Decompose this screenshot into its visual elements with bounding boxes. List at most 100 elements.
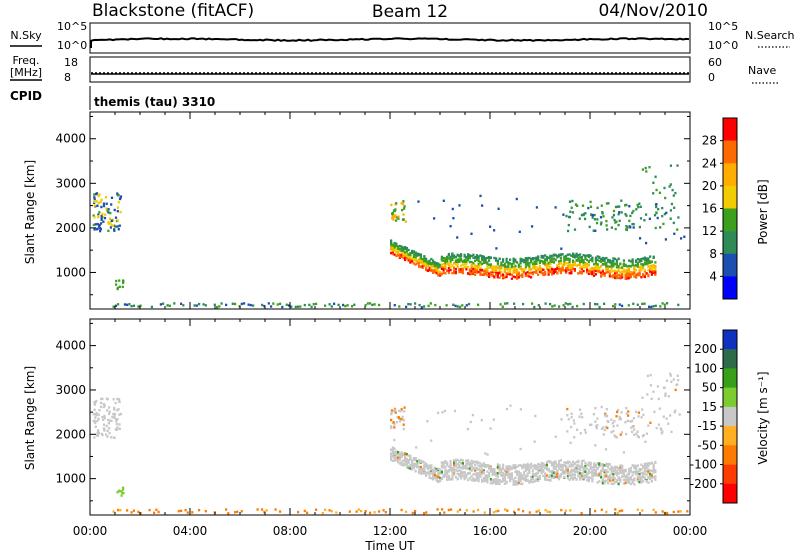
v-late-cell <box>617 408 620 412</box>
p-main-cell <box>432 265 435 268</box>
p-main-cell <box>398 244 401 248</box>
v-main-cell <box>505 480 508 483</box>
v-main-cell <box>493 473 496 476</box>
colorbar-swatch <box>723 406 737 427</box>
v-noon-cell <box>402 427 405 431</box>
v-noon-cell <box>390 418 393 422</box>
p-main-cell <box>649 255 652 258</box>
v-noon-cell <box>393 423 396 426</box>
p-main-cell <box>577 258 580 261</box>
v-main-cell <box>458 472 461 476</box>
p-band-cell <box>369 302 372 305</box>
v-main-cell <box>552 465 555 468</box>
v-early-cell <box>113 408 116 411</box>
v-main-cell <box>395 458 398 461</box>
p-main-cell <box>423 255 426 258</box>
v-main-cell <box>489 470 492 473</box>
v-main-cell <box>421 470 424 473</box>
v-main-cell <box>479 462 482 465</box>
p-main-cell <box>390 243 393 246</box>
freq-tick-low: 8 <box>64 71 71 84</box>
v-main-cell <box>395 456 398 459</box>
p-main-cell <box>446 258 449 262</box>
v-band-cell <box>456 510 459 513</box>
v-late-cell <box>583 428 586 432</box>
p-main-cell <box>570 272 573 275</box>
v-main-cell <box>652 463 655 466</box>
v-early-cell <box>105 397 108 400</box>
v-main-cell <box>533 479 536 483</box>
p-main-cell <box>412 258 415 261</box>
p-sparse-cell <box>591 214 594 217</box>
v-main-cell <box>601 479 604 482</box>
v-main-cell <box>605 471 608 474</box>
v-main-cell <box>544 477 547 480</box>
p-main-cell <box>405 250 408 253</box>
p-main-cell <box>645 272 648 275</box>
v-main-cell <box>631 474 634 477</box>
v-main-cell <box>447 469 450 472</box>
v-main-cell <box>475 466 478 470</box>
p-main-cell <box>470 260 473 264</box>
p-band-cell <box>366 302 369 305</box>
v-sparse-cell <box>469 420 472 424</box>
v-main-cell <box>516 483 519 486</box>
p-main-cell <box>605 268 608 272</box>
v-main-cell <box>496 465 499 469</box>
v-main-cell <box>570 476 573 480</box>
p-main-cell <box>484 268 487 271</box>
p-sparse-cell <box>433 217 436 220</box>
p-band-cell <box>393 304 396 307</box>
v-band-cell <box>306 511 309 514</box>
v-main-cell <box>493 481 496 484</box>
v-main-cell <box>549 460 552 463</box>
v-late-cell <box>572 419 575 422</box>
p-main-cell <box>468 260 471 264</box>
p-late-cell <box>677 216 680 219</box>
v-main-cell <box>447 475 450 478</box>
noise-ytick-low-left: 10^0 <box>57 39 87 52</box>
v-main-cell <box>524 467 527 470</box>
p-band-cell <box>582 302 585 306</box>
p-main-cell <box>570 263 573 267</box>
v-band-cell <box>564 509 567 512</box>
v-main-cell <box>428 470 431 474</box>
v-main-cell <box>461 465 464 468</box>
v-main-cell <box>440 464 443 467</box>
p-main-cell <box>526 257 529 260</box>
colorbar-tick-label: 4 <box>709 269 717 283</box>
p-main-cell <box>533 266 536 269</box>
v-main-cell <box>475 478 478 481</box>
v-main-cell <box>433 476 436 480</box>
v-early-cell <box>100 397 103 401</box>
v-sparse-cell <box>393 438 396 442</box>
v-main-cell <box>505 469 508 472</box>
v-main-cell <box>442 473 445 477</box>
p-main-cell <box>435 271 438 275</box>
p-main-cell <box>610 263 613 267</box>
p-main-cell <box>498 271 501 274</box>
v-early-cell <box>95 414 98 417</box>
p-noon-cell <box>403 207 406 210</box>
v-sparse-cell <box>519 408 522 411</box>
p-main-cell <box>503 267 506 271</box>
v-late-cell <box>576 428 579 431</box>
v-main-cell <box>461 459 464 462</box>
p-main-cell <box>453 269 456 273</box>
v-late-cell <box>595 425 598 428</box>
v-main-cell <box>531 475 534 479</box>
v-early-cell <box>116 426 119 429</box>
p-noon-cell <box>395 219 398 222</box>
p-main-cell <box>397 245 400 248</box>
p-main-cell <box>391 243 394 246</box>
v-late-cell <box>615 415 618 418</box>
p-band-cell <box>677 303 680 307</box>
p-main-cell <box>535 258 538 261</box>
v-main-cell <box>643 477 646 481</box>
v-band-cell <box>436 508 439 511</box>
date-label: 04/Nov/2010 <box>598 1 708 21</box>
v-main-cell <box>535 477 538 481</box>
v-band-cell <box>297 510 300 514</box>
p-main-cell <box>610 265 613 268</box>
v-main-cell <box>587 478 590 482</box>
